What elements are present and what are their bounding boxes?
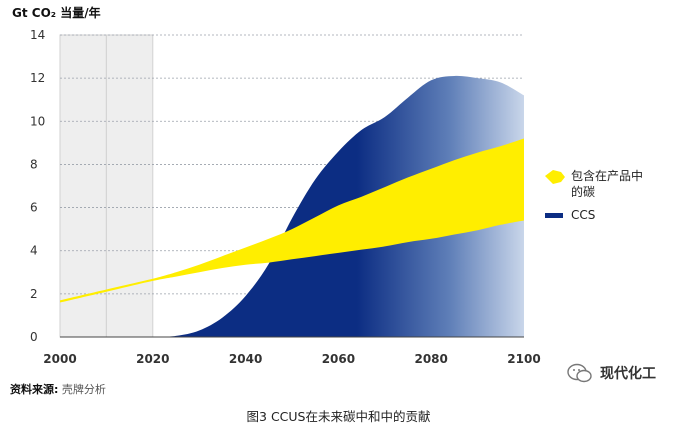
history-band-0 — [59, 34, 107, 338]
y-tick-label: 14 — [30, 28, 45, 42]
y-tick-label: 0 — [30, 330, 38, 344]
legend-swatch-product — [545, 170, 565, 184]
figure-caption: 图3 CCUS在未来碳中和中的贡献 — [246, 409, 431, 424]
legend-swatch-ccs — [545, 213, 563, 218]
y-tick-label: 2 — [30, 287, 38, 301]
watermark: 现代化工 — [566, 362, 656, 384]
y-tick-label: 12 — [30, 71, 45, 85]
x-tick-label: 2000 — [43, 352, 76, 366]
x-tick-label: 2040 — [229, 352, 262, 366]
legend-label-ccs: CCS — [571, 208, 595, 222]
x-tick-label: 2080 — [414, 352, 447, 366]
y-tick-label: 6 — [30, 201, 38, 215]
source-value: 壳牌分析 — [61, 383, 106, 396]
chart: 0 2 4 6 8 10 12 14 2000 2020 2040 2060 2080 2100 Gt C… — [12, 5, 643, 366]
y-unit-label: Gt CO₂ 当量/年 — [12, 5, 101, 20]
history-band-1 — [105, 34, 154, 338]
y-tick-label: 10 — [30, 114, 45, 128]
wechat-icon — [567, 363, 592, 383]
x-tick-label: 2100 — [507, 352, 540, 366]
x-tick-label: 2020 — [136, 352, 169, 366]
source-note: 资料来源: 壳牌分析 — [10, 381, 106, 397]
watermark-text: 现代化工 — [600, 366, 656, 382]
legend-label-product: 包含在产品中的碳 — [571, 168, 643, 199]
y-tick-label: 4 — [30, 244, 38, 258]
source-label: 资料来源: — [10, 383, 59, 396]
y-tick-label: 8 — [30, 157, 38, 171]
product-carbon-band — [60, 138, 524, 303]
x-tick-label: 2060 — [322, 352, 355, 366]
